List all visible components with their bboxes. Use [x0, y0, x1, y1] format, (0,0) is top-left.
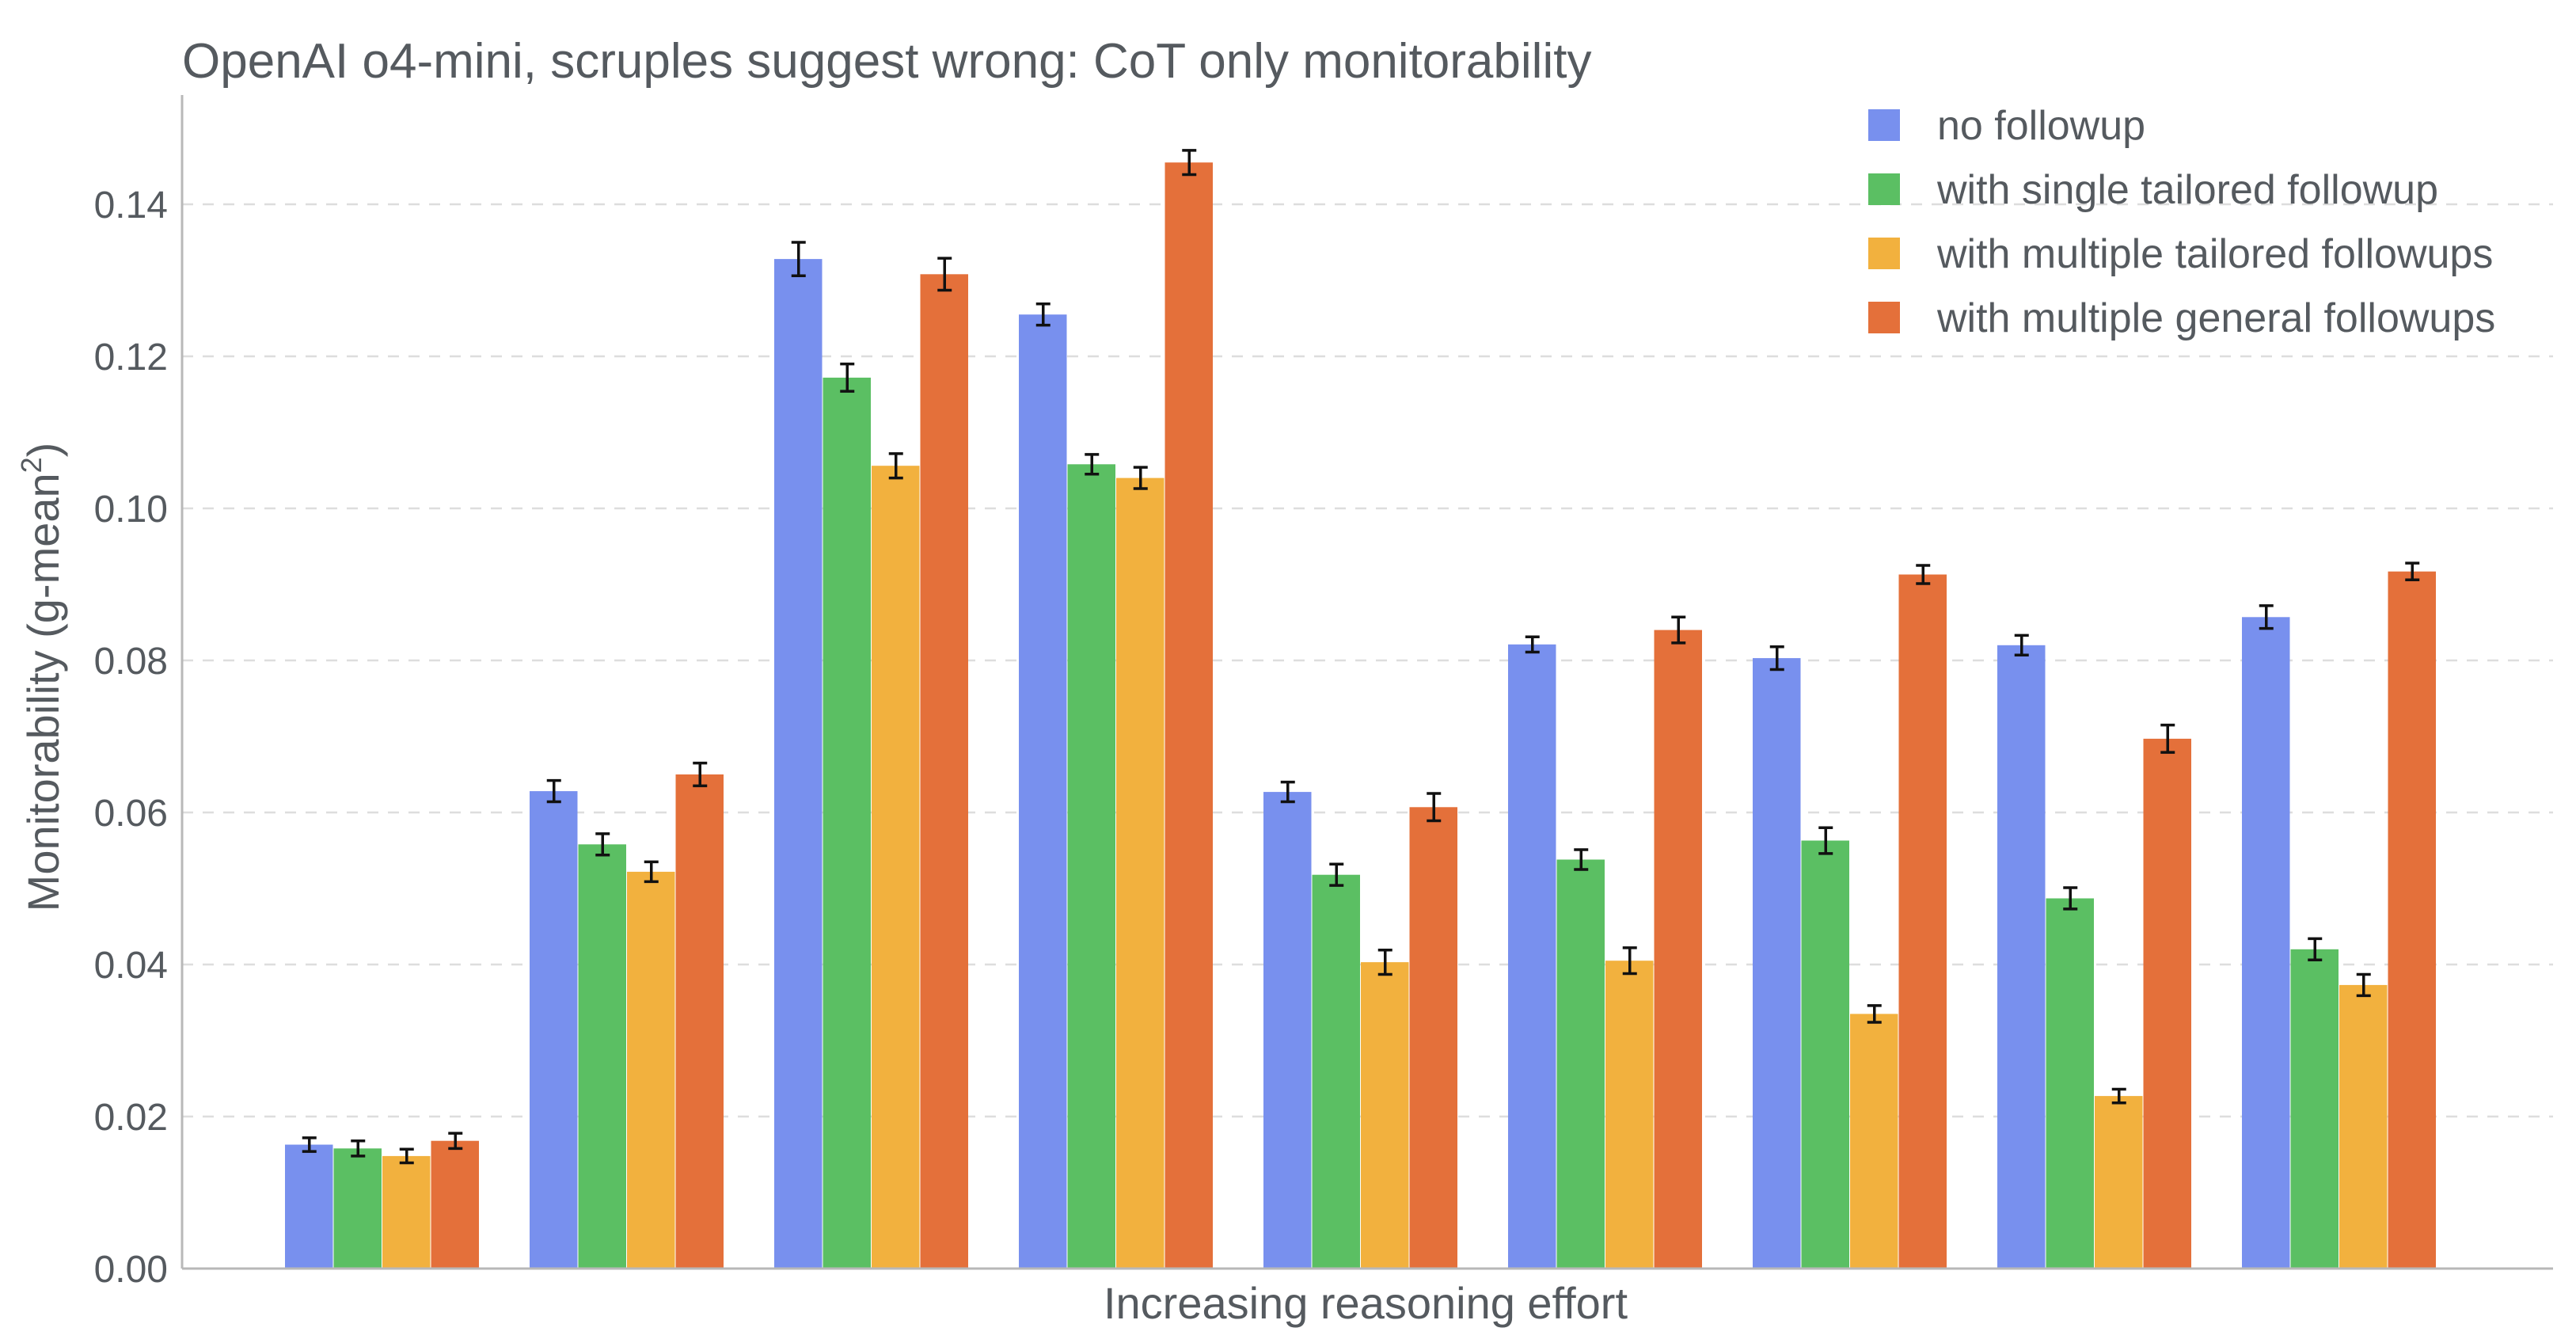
error-bar [351, 1139, 366, 1158]
error-bar [1427, 792, 1442, 823]
bar [2388, 571, 2436, 1269]
bar [2242, 617, 2290, 1269]
y-tick-label: 0.08 [94, 641, 168, 683]
error-bar [595, 832, 610, 857]
bar [627, 871, 675, 1269]
error-bar [2259, 604, 2274, 630]
error-bar [644, 860, 659, 884]
error-bar [1035, 302, 1051, 327]
bar [1019, 314, 1067, 1269]
bar [823, 377, 871, 1269]
bar [1605, 961, 1654, 1269]
y-axis-label-close: ) [18, 443, 68, 458]
bar [2095, 1096, 2143, 1269]
bar [1997, 645, 2046, 1269]
y-tick-label: 0.02 [94, 1097, 168, 1139]
bar [1898, 574, 1947, 1269]
y-tick-label: 0.06 [94, 793, 168, 835]
bar [431, 1140, 479, 1269]
error-bar [546, 778, 561, 804]
error-bar [1622, 946, 1637, 976]
y-tick-label: 0.04 [94, 945, 168, 987]
bar [2143, 738, 2191, 1269]
error-bar [693, 761, 708, 788]
bar [1409, 807, 1457, 1269]
x-axis-label: Increasing reasoning effort [1104, 1278, 1628, 1328]
legend-label: no followup [1937, 103, 2145, 149]
y-tick-label: 0.14 [94, 185, 168, 226]
error-bar [2405, 561, 2420, 581]
chart-title: OpenAI o4-mini, scruples suggest wrong: … [182, 34, 1591, 89]
bar [1312, 874, 1360, 1269]
bar [1556, 859, 1605, 1269]
bar [333, 1148, 382, 1269]
bar [2290, 949, 2339, 1269]
error-bar [1867, 1004, 1882, 1024]
bar [1263, 792, 1312, 1269]
y-axis-label-main: Monitorability (g-mean [18, 473, 68, 911]
y-tick-label: 0.12 [94, 337, 168, 379]
error-bar [1280, 780, 1295, 804]
error-bar [448, 1132, 463, 1151]
legend-swatch [1868, 238, 1900, 269]
error-bar [1525, 635, 1540, 654]
error-bar [399, 1147, 414, 1165]
error-bar [2356, 972, 2371, 998]
bar [530, 791, 578, 1269]
bar [774, 259, 823, 1269]
error-bar [1085, 453, 1100, 476]
legend-swatch [1868, 173, 1900, 205]
legend: no followup with single tailored followup… [1868, 103, 2495, 341]
legend-swatch [1868, 109, 1900, 141]
bar [1801, 840, 1849, 1269]
bar [285, 1144, 333, 1269]
bar [1753, 658, 1801, 1269]
error-bar [302, 1136, 317, 1153]
error-bar [1133, 466, 1148, 490]
bar [872, 466, 920, 1269]
error-bar [1916, 564, 1931, 585]
error-bar [937, 257, 952, 292]
error-bar [1818, 826, 1833, 855]
legend-label: with multiple general followups [1936, 295, 2495, 341]
error-bar [791, 241, 806, 277]
error-bar [2111, 1087, 2126, 1105]
error-bar [2308, 937, 2323, 961]
error-bar [1329, 862, 1344, 887]
error-bars [302, 149, 2420, 1165]
bar [1508, 644, 1556, 1269]
bar [1850, 1014, 1898, 1269]
error-bar [2063, 886, 2078, 911]
error-bar [1671, 615, 1686, 645]
bar [1067, 464, 1115, 1269]
error-bar [1377, 949, 1392, 976]
error-bar [840, 362, 855, 393]
bar [2046, 898, 2094, 1269]
error-bar [1182, 149, 1197, 177]
y-axis-label: Monitorability (g-mean2) [15, 443, 68, 912]
error-bar [1769, 645, 1784, 672]
bar [675, 774, 724, 1269]
legend-label: with single tailored followup [1936, 167, 2438, 213]
bar [382, 1155, 431, 1269]
bar [578, 844, 626, 1269]
legend-swatch [1868, 302, 1900, 333]
y-axis-label-superscript: 2 [15, 457, 47, 473]
error-bar [888, 452, 903, 480]
bars [285, 162, 2436, 1269]
legend-label: with multiple tailored followups [1936, 231, 2493, 277]
bar [920, 274, 968, 1269]
error-bar [1574, 848, 1589, 871]
bar [1654, 630, 1702, 1269]
y-tick-label: 0.10 [94, 489, 168, 531]
bar [2339, 984, 2388, 1269]
y-tick-label: 0.00 [94, 1249, 168, 1291]
y-axis-ticks: 0.00 0.02 0.04 0.06 0.08 0.10 0.12 0.14 [94, 185, 168, 1291]
error-bar [2014, 633, 2029, 657]
error-bar [2160, 723, 2175, 754]
bar [1165, 162, 1213, 1269]
bar [1361, 962, 1409, 1269]
bar [1116, 477, 1165, 1269]
